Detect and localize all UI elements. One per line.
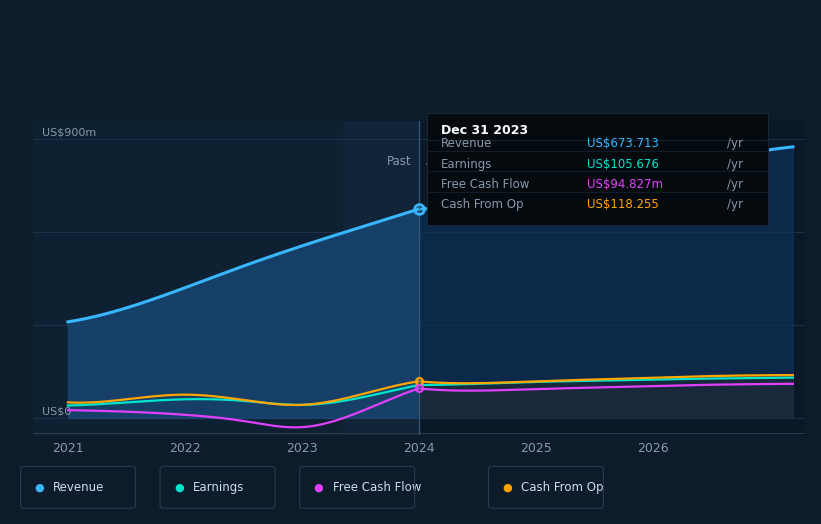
Text: Dec 31 2023: Dec 31 2023 [441, 124, 528, 137]
Text: Revenue: Revenue [441, 137, 492, 150]
Text: US$900m: US$900m [42, 127, 96, 138]
Text: US$94.827m: US$94.827m [587, 178, 663, 191]
Text: US$673.713: US$673.713 [587, 137, 659, 150]
Text: Free Cash Flow: Free Cash Flow [333, 481, 421, 494]
Text: /yr: /yr [727, 158, 743, 171]
Text: US$0: US$0 [42, 406, 71, 417]
Text: ●: ● [314, 482, 323, 493]
Text: ●: ● [174, 482, 184, 493]
Text: Cash From Op: Cash From Op [521, 481, 603, 494]
Bar [419, 121, 805, 435]
Text: Past: Past [387, 155, 411, 168]
Text: /yr: /yr [727, 137, 743, 150]
Text: Free Cash Flow: Free Cash Flow [441, 178, 529, 191]
Text: Earnings: Earnings [441, 158, 492, 171]
Text: Analysts Forecasts: Analysts Forecasts [426, 155, 535, 168]
Text: Earnings: Earnings [193, 481, 245, 494]
Text: Revenue: Revenue [53, 481, 105, 494]
Text: US$105.676: US$105.676 [587, 158, 659, 171]
Text: ●: ● [502, 482, 512, 493]
Text: /yr: /yr [727, 178, 743, 191]
Text: Cash From Op: Cash From Op [441, 198, 523, 211]
Text: /yr: /yr [727, 198, 743, 211]
Bar [342, 121, 419, 435]
Text: US$118.255: US$118.255 [587, 198, 658, 211]
Text: ●: ● [34, 482, 44, 493]
Bar [33, 121, 342, 435]
